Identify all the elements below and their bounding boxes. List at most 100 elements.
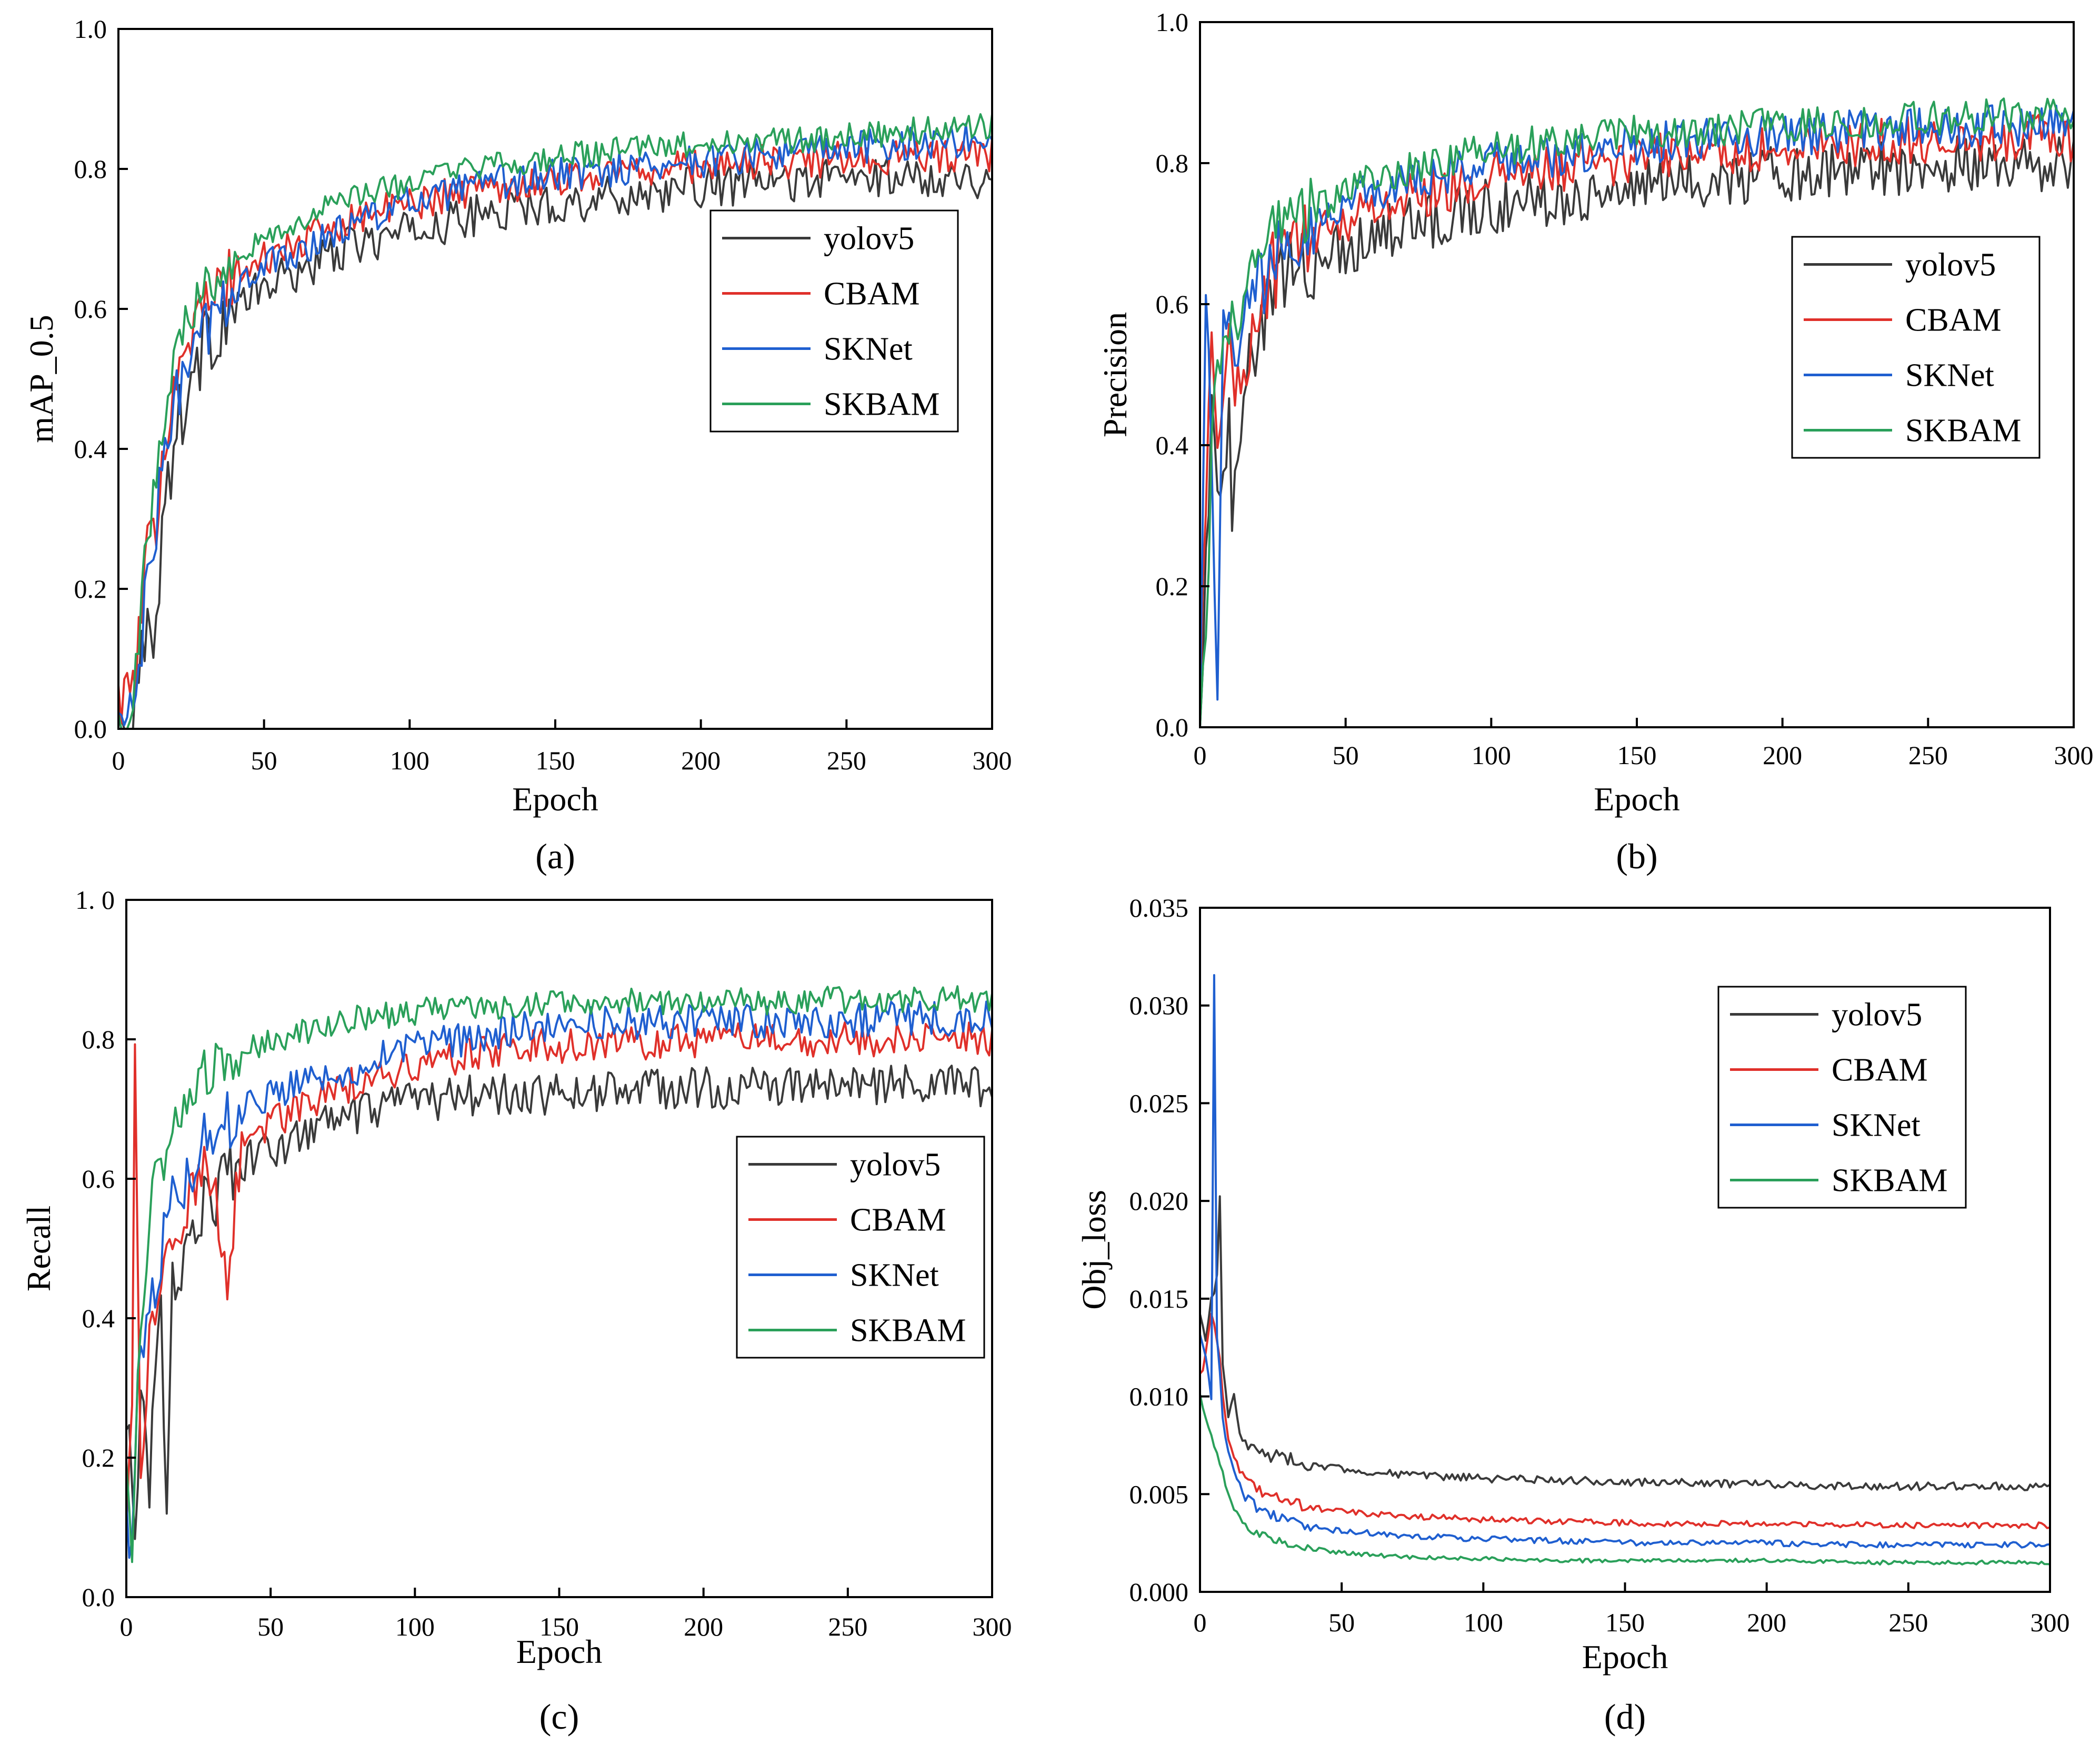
chart-panel-a: 0 50 100 150 200 250 300 0.0 0.2 0.4 0.6 0.8 1.0 Epoc…: [23, 14, 1012, 876]
legend-label-yolov5: yolov5: [1832, 997, 1922, 1033]
legend-label-skbam: SKBAM: [1905, 413, 2022, 449]
series-line-sknet: [126, 1000, 992, 1559]
y-tick-label: 0.0: [1156, 713, 1189, 742]
x-tick-label: 50: [1328, 1608, 1355, 1637]
chart-panel-b: 0 50 100 150 200 250 300 0.0 0.2 0.4 0.6 0.8 1.0 Epoc…: [1096, 7, 2094, 876]
series-line-sknet: [118, 123, 992, 726]
y-tick-label: 0.020: [1129, 1186, 1189, 1216]
x-tick-label: 0: [1194, 1608, 1207, 1637]
legend-label-sknet: SKNet: [850, 1258, 939, 1293]
y-tick-label: 0.2: [82, 1443, 115, 1472]
series-group: [1200, 97, 2074, 727]
x-tick-label: 150: [1617, 740, 1657, 770]
series-line-yolov5: [118, 157, 992, 729]
x-tick-label: 300: [973, 746, 1012, 775]
x-tick-label: 250: [828, 1612, 867, 1641]
series-line-sknet: [1200, 974, 2050, 1549]
y-tick-label: 1. 0: [75, 885, 115, 915]
series-line-cbam: [1200, 1312, 2050, 1529]
legend-label-sknet: SKNet: [1832, 1108, 1921, 1144]
x-axis-title: Epoch: [1582, 1638, 1668, 1676]
x-tick-label: 100: [395, 1612, 435, 1641]
x-tick-label: 250: [827, 746, 866, 775]
y-axis-title: mAP_0.5: [23, 315, 60, 443]
chart-panel-d: 0 50 100 150 200 250 300 0.000 0.005 0.010 0.015 0.…: [1075, 893, 2070, 1737]
y-tick-label: 1.0: [1156, 7, 1189, 37]
y-tick-label: 0.035: [1129, 893, 1189, 922]
series-line-cbam: [126, 1021, 992, 1533]
y-tick-label: 0.6: [1156, 289, 1189, 319]
panel-caption: (d): [1604, 1697, 1646, 1737]
y-tick-label: 0.8: [1156, 148, 1189, 178]
series-group: [118, 113, 992, 729]
y-axis-title: Recall: [20, 1206, 57, 1291]
x-tick-label: 150: [536, 746, 575, 775]
x-tick-label: 250: [1888, 1608, 1928, 1637]
legend-label-cbam: CBAM: [1832, 1052, 1928, 1088]
legend: yolov5 CBAM SKNet SKBAM: [736, 1136, 985, 1359]
y-tick-label: 0.025: [1129, 1088, 1189, 1118]
y-tick-label: 0.030: [1129, 991, 1189, 1020]
legend-label-yolov5: yolov5: [824, 221, 914, 257]
legend: yolov5 CBAM SKNet SKBAM: [1791, 236, 2041, 459]
series-line-skbam: [1200, 97, 2074, 727]
y-tick-label: 0.0: [82, 1582, 115, 1612]
x-tick-label: 0: [112, 746, 125, 775]
series-line-sknet: [1200, 104, 2074, 727]
legend-box: [1717, 986, 1967, 1209]
x-tick-label: 150: [1605, 1608, 1645, 1637]
y-tick-label: 0.8: [82, 1025, 115, 1054]
x-tick-label: 100: [390, 746, 429, 775]
x-tick-label: 200: [1747, 1608, 1786, 1637]
panel-caption: (c): [539, 1697, 579, 1737]
legend: yolov5 CBAM SKNet SKBAM: [1717, 986, 1967, 1209]
y-tick-label: 0.4: [1156, 430, 1189, 460]
series-line-skbam: [118, 113, 992, 729]
y-tick-label: 0.2: [1156, 571, 1189, 601]
x-tick-label: 50: [251, 746, 277, 775]
legend: yolov5 CBAM SKNet SKBAM: [709, 209, 959, 433]
y-axis-title: Precision: [1096, 312, 1134, 437]
series-line-yolov5: [1200, 1195, 2050, 1491]
x-tick-label: 200: [684, 1612, 723, 1641]
x-tick-label: 250: [1908, 740, 1948, 770]
x-tick-label: 200: [681, 746, 721, 775]
y-tick-label: 0.015: [1129, 1284, 1189, 1313]
y-tick-label: 0.2: [74, 574, 107, 604]
chart-panel-c: 0 50 100 150 200 250 300 0.0 0.2 0.4 0.6 0.8 1. 0 Epo…: [20, 885, 1012, 1737]
series-line-cbam: [118, 138, 992, 725]
legend-label-cbam: CBAM: [850, 1202, 946, 1238]
legend-label-cbam: CBAM: [824, 276, 920, 312]
panels: 0 50 100 150 200 250 300 0.0 0.2 0.4 0.6 0.8 1.0 Epoc…: [20, 7, 2094, 1737]
legend-label-sknet: SKNet: [824, 332, 913, 367]
x-tick-label: 300: [2031, 1608, 2070, 1637]
x-tick-label: 150: [539, 1612, 579, 1641]
y-tick-label: 0.8: [74, 154, 107, 184]
series-line-yolov5: [126, 1064, 992, 1540]
panel-caption: (b): [1616, 836, 1657, 876]
x-tick-label: 300: [2054, 740, 2094, 770]
x-tick-label: 50: [1333, 740, 1359, 770]
y-tick-label: 0.005: [1129, 1479, 1189, 1509]
y-tick-label: 0.4: [82, 1303, 115, 1333]
x-tick-label: 300: [973, 1612, 1012, 1641]
legend-label-skbam: SKBAM: [1832, 1163, 1948, 1199]
x-tick-label: 100: [1472, 740, 1511, 770]
legend-label-yolov5: yolov5: [850, 1147, 941, 1183]
x-axis-title: Epoch: [1594, 780, 1680, 818]
series-group: [1200, 974, 2050, 1566]
legend-box: [709, 209, 959, 433]
y-tick-label: 1.0: [74, 14, 107, 44]
series-line-skbam: [1200, 1393, 2050, 1566]
series-group: [126, 985, 992, 1563]
legend-label-skbam: SKBAM: [850, 1313, 966, 1349]
x-axis-title: Epoch: [516, 1633, 603, 1670]
y-tick-label: 0.6: [82, 1164, 115, 1194]
legend-label-sknet: SKNet: [1905, 358, 1994, 394]
y-tick-label: 0.010: [1129, 1382, 1189, 1411]
panel-caption: (a): [535, 836, 575, 876]
y-tick-label: 0.0: [74, 714, 107, 744]
legend-box: [736, 1136, 985, 1359]
